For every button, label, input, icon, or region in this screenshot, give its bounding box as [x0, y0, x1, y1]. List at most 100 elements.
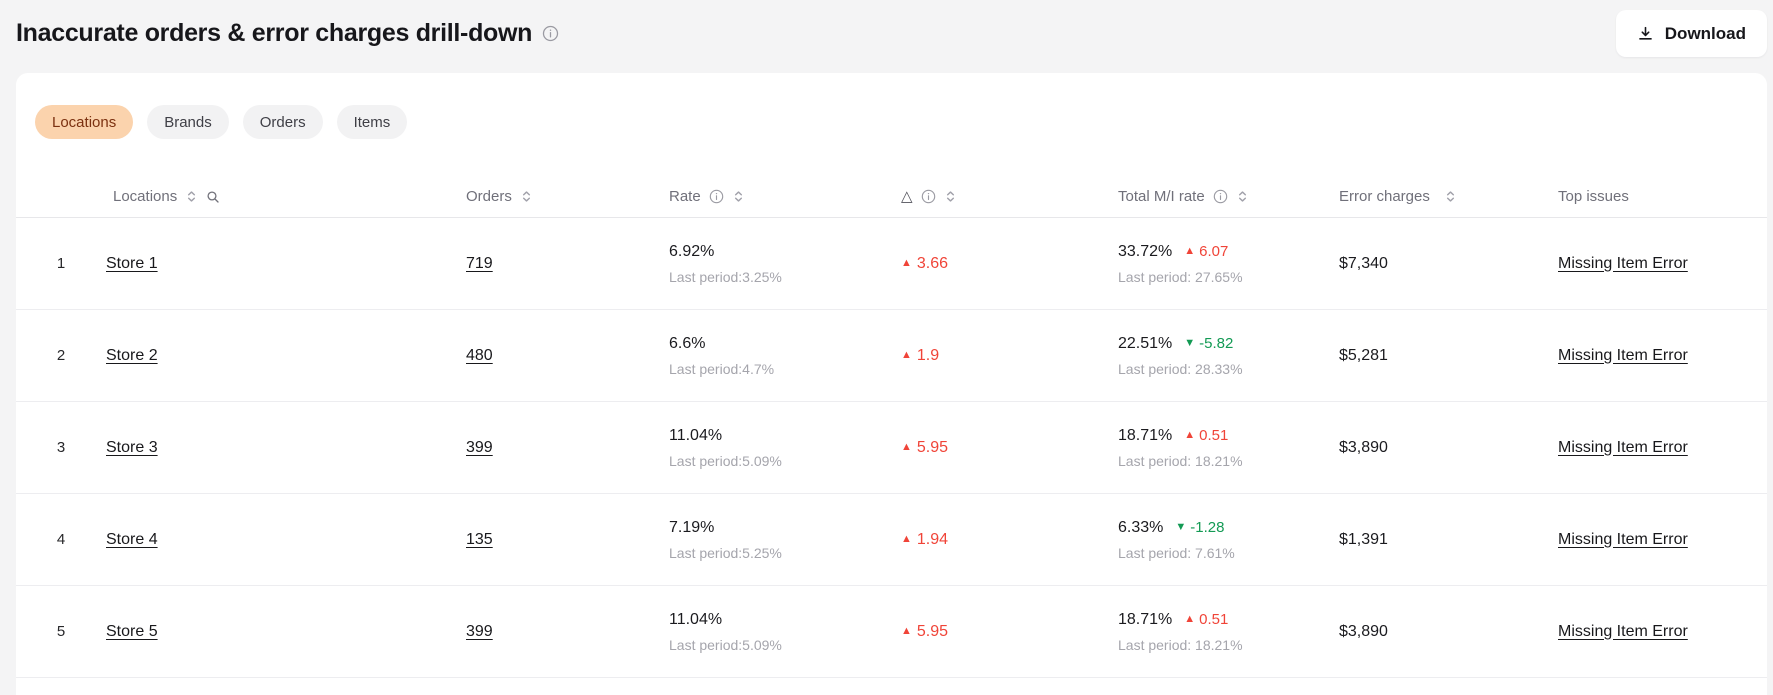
column-label-rate: Rate: [669, 188, 701, 205]
table-row: 1 Store 1 719 6.92% Last period:3.25% 3.…: [16, 218, 1767, 310]
delta-triangle-icon: △: [901, 188, 913, 205]
sort-icon-error-charges[interactable]: [1444, 190, 1457, 203]
info-icon-rate[interactable]: [709, 189, 724, 204]
rate-last-period: Last period:3.25%: [669, 268, 782, 285]
total-mi-delta-arrow-icon: [1184, 614, 1195, 625]
total-mi-delta: 0.51: [1184, 427, 1228, 444]
sort-icon-rate[interactable]: [732, 190, 745, 203]
total-last-period: Last period: 18.21%: [1118, 452, 1243, 469]
delta-arrow-icon: [901, 258, 912, 269]
column-label-total-mi-rate: Total M/I rate: [1118, 188, 1205, 205]
rate-last-period: Last period:5.09%: [669, 452, 782, 469]
total-mi-delta-arrow-icon: [1175, 522, 1186, 533]
delta-value: 3.66: [901, 255, 1118, 273]
top-issue-link[interactable]: Missing Item Error: [1558, 530, 1688, 548]
delta-arrow-icon: [901, 350, 912, 361]
total-mi-delta-arrow-icon: [1184, 246, 1195, 257]
location-link[interactable]: Store 1: [106, 254, 158, 272]
error-charges-value: $3,890: [1339, 438, 1388, 456]
delta-arrow-icon: [901, 534, 912, 545]
row-number: 2: [56, 347, 66, 364]
delta-value: 5.95: [901, 623, 1118, 641]
row-number: 1: [56, 255, 66, 272]
column-label-error-charges: Error charges: [1339, 188, 1430, 205]
orders-link[interactable]: 480: [466, 346, 493, 364]
delta-value: 1.9: [901, 347, 1118, 365]
table-row: 5 Store 5 399 11.04% Last period:5.09% 5…: [16, 586, 1767, 678]
orders-link[interactable]: 399: [466, 438, 493, 456]
table-row: 2 Store 2 480 6.6% Last period:4.7% 1.9 …: [16, 310, 1767, 402]
location-link[interactable]: Store 5: [106, 622, 158, 640]
info-icon[interactable]: [542, 25, 559, 42]
column-label-orders: Orders: [466, 188, 512, 205]
error-charges-value: $7,340: [1339, 254, 1388, 272]
search-icon[interactable]: [206, 190, 220, 204]
tab-locations[interactable]: Locations: [35, 105, 134, 139]
column-header-top-issues: Top issues: [1558, 188, 1767, 205]
top-issue-link[interactable]: Missing Item Error: [1558, 254, 1688, 272]
download-icon: [1637, 25, 1654, 42]
total-mi-rate-value: 33.72%: [1118, 242, 1173, 260]
rate-value: 6.6%: [669, 334, 706, 352]
error-charges-value: $5,281: [1339, 346, 1388, 364]
orders-link[interactable]: 719: [466, 254, 493, 272]
rate-value: 7.19%: [669, 518, 715, 536]
top-issue-link[interactable]: Missing Item Error: [1558, 622, 1688, 640]
total-mi-delta: -5.82: [1184, 335, 1233, 352]
total-mi-rate-value: 22.51%: [1118, 334, 1173, 352]
orders-link[interactable]: 135: [466, 530, 493, 548]
top-issue-link[interactable]: Missing Item Error: [1558, 346, 1688, 364]
total-last-period: Last period: 28.33%: [1118, 360, 1243, 377]
delta-value: 1.94: [901, 531, 1118, 549]
total-mi-delta: 0.51: [1184, 611, 1228, 628]
drilldown-card: Locations Brands Orders Items Locations …: [16, 73, 1767, 695]
column-header-rate: Rate: [669, 188, 901, 205]
location-link[interactable]: Store 4: [106, 530, 158, 548]
rate-last-period: Last period:5.09%: [669, 636, 782, 653]
delta-value: 5.95: [901, 439, 1118, 457]
table-row: 3 Store 3 399 11.04% Last period:5.09% 5…: [16, 402, 1767, 494]
total-last-period: Last period: 27.65%: [1118, 268, 1243, 285]
sort-icon-delta[interactable]: [944, 190, 957, 203]
row-number: 4: [56, 531, 66, 548]
download-button[interactable]: Download: [1615, 10, 1767, 57]
table-header-row: Locations Orders Rate: [16, 139, 1767, 218]
orders-link[interactable]: 399: [466, 622, 493, 640]
page-title: Inaccurate orders & error charges drill-…: [16, 19, 559, 48]
delta-arrow-icon: [901, 442, 912, 453]
info-icon-total-mi-rate[interactable]: [1213, 189, 1228, 204]
sort-icon-total-mi-rate[interactable]: [1236, 190, 1249, 203]
column-header-total-mi-rate: Total M/I rate: [1118, 188, 1339, 205]
tab-orders[interactable]: Orders: [242, 105, 323, 139]
column-label-locations: Locations: [113, 188, 178, 205]
tab-items[interactable]: Items: [336, 105, 408, 139]
location-link[interactable]: Store 3: [106, 438, 158, 456]
rate-value: 11.04%: [669, 610, 723, 628]
location-link[interactable]: Store 2: [106, 346, 158, 364]
delta-arrow-icon: [901, 626, 912, 637]
sort-icon-orders[interactable]: [520, 190, 533, 203]
rate-last-period: Last period:5.25%: [669, 544, 782, 561]
total-mi-rate-value: 6.33%: [1118, 518, 1164, 536]
total-mi-delta-arrow-icon: [1184, 430, 1195, 441]
row-number: 3: [56, 439, 66, 456]
total-mi-rate-value: 18.71%: [1118, 610, 1173, 628]
error-charges-value: $3,890: [1339, 622, 1388, 640]
column-header-error-charges: Error charges: [1339, 188, 1558, 205]
column-header-locations: Locations: [106, 188, 466, 205]
total-last-period: Last period: 7.61%: [1118, 544, 1235, 561]
column-label-top-issues: Top issues: [1558, 188, 1629, 205]
sort-icon-locations[interactable]: [185, 190, 198, 203]
row-number: 5: [56, 623, 66, 640]
top-issue-link[interactable]: Missing Item Error: [1558, 438, 1688, 456]
total-mi-delta: 6.07: [1184, 243, 1228, 260]
info-icon-delta[interactable]: [921, 189, 936, 204]
column-header-orders: Orders: [466, 188, 669, 205]
page-title-text: Inaccurate orders & error charges drill-…: [16, 19, 533, 47]
total-mi-delta: -1.28: [1175, 519, 1224, 536]
tab-brands[interactable]: Brands: [147, 105, 229, 139]
total-mi-rate-value: 18.71%: [1118, 426, 1173, 444]
table-row: 4 Store 4 135 7.19% Last period:5.25% 1.…: [16, 494, 1767, 586]
tab-group: Locations Brands Orders Items: [16, 73, 1767, 139]
rate-value: 6.92%: [669, 242, 715, 260]
